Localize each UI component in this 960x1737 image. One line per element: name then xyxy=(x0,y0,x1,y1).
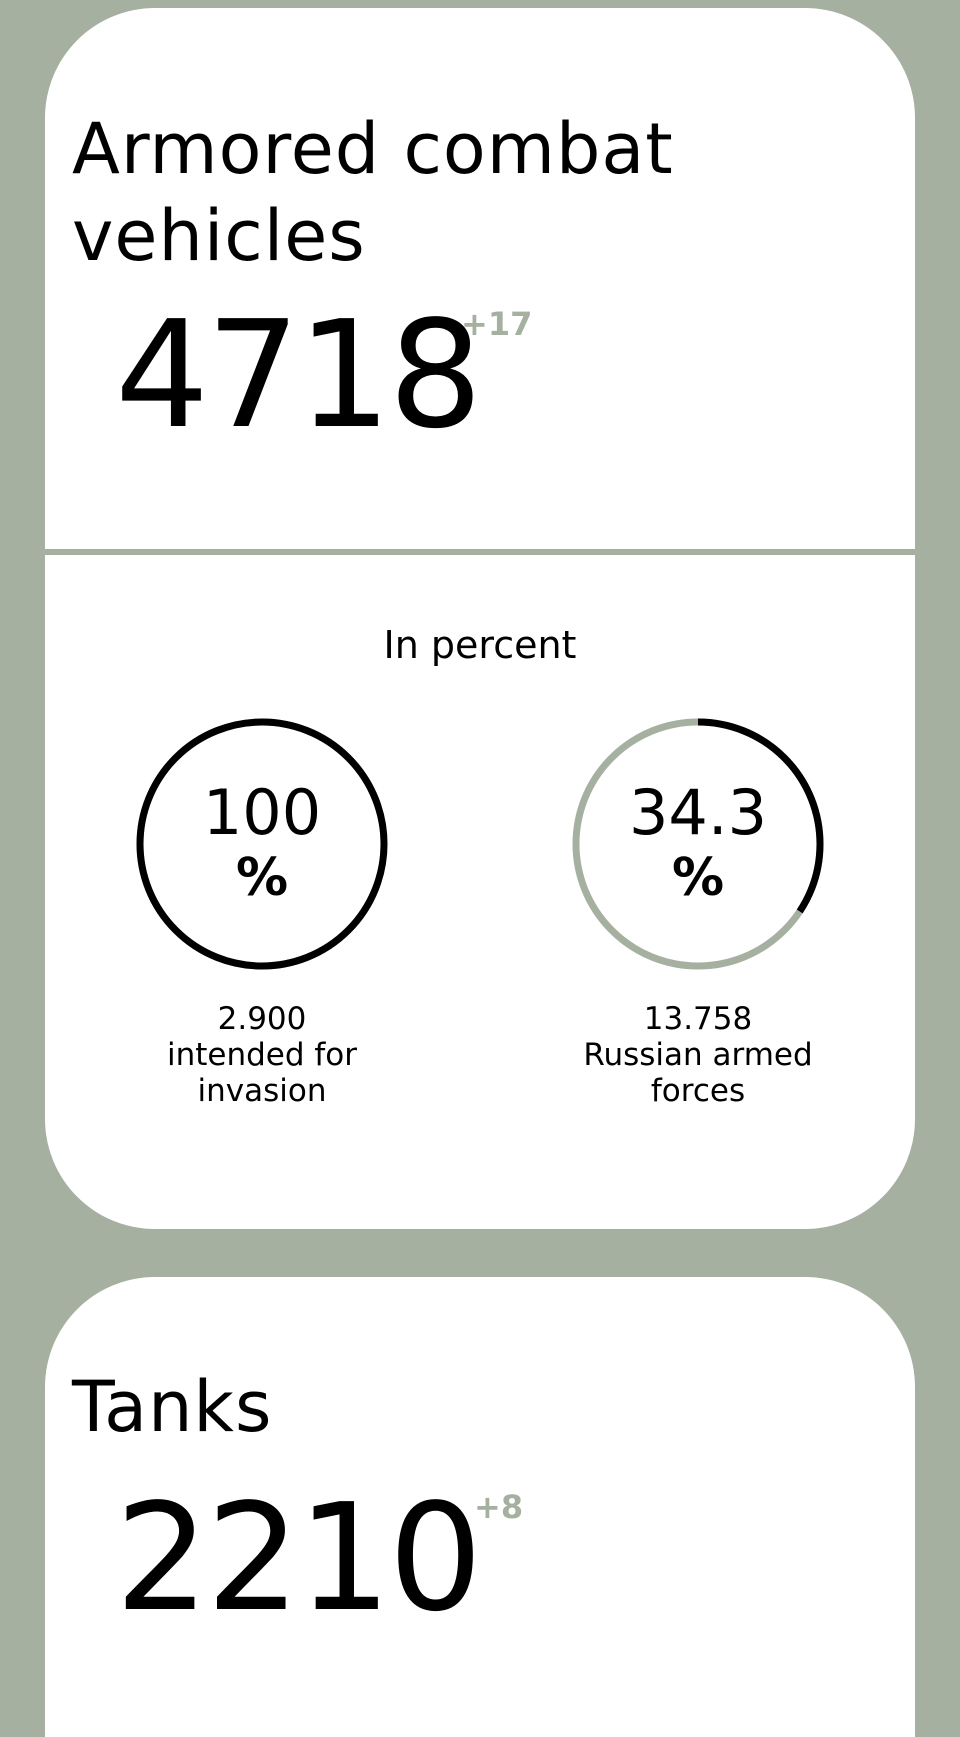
tanks-card xyxy=(45,1277,915,1737)
section-label-in-percent: In percent xyxy=(383,623,577,667)
percent-card xyxy=(45,555,915,1229)
ring-caption-invasion: 2.900 intended for invasion xyxy=(112,1001,412,1109)
ring-gauge xyxy=(572,718,824,970)
caption-text: intended for invasion xyxy=(166,1037,358,1109)
percent-value: 100 xyxy=(202,776,322,849)
ring-progress xyxy=(136,718,388,970)
caption-number: 2.900 xyxy=(217,1001,307,1037)
caption-text: Russian armed forces xyxy=(583,1037,813,1109)
ring-caption-armed-forces: 13.758 Russian armed forces xyxy=(548,1001,848,1109)
percent-ring-armed-forces: 34.3 % xyxy=(568,714,828,974)
percent-unit: % xyxy=(671,848,725,908)
tanks-total: 2210 xyxy=(115,1472,483,1644)
percent-value: 34.3 xyxy=(628,776,768,849)
percent-ring-invasion: 100 % xyxy=(132,714,392,974)
ring-progress xyxy=(572,718,824,970)
tanks-delta: +8 xyxy=(474,1488,524,1526)
armored-vehicles-title: Armored combat vehicles xyxy=(72,108,674,277)
tanks-title: Tanks xyxy=(72,1366,273,1448)
percent-unit: % xyxy=(235,848,289,908)
armored-vehicles-total: 4718 xyxy=(115,289,483,461)
caption-number: 13.758 xyxy=(643,1001,753,1037)
ring-gauge xyxy=(136,718,388,970)
armored-vehicles-delta: +17 xyxy=(461,305,533,343)
armored-vehicles-card xyxy=(45,8,915,549)
